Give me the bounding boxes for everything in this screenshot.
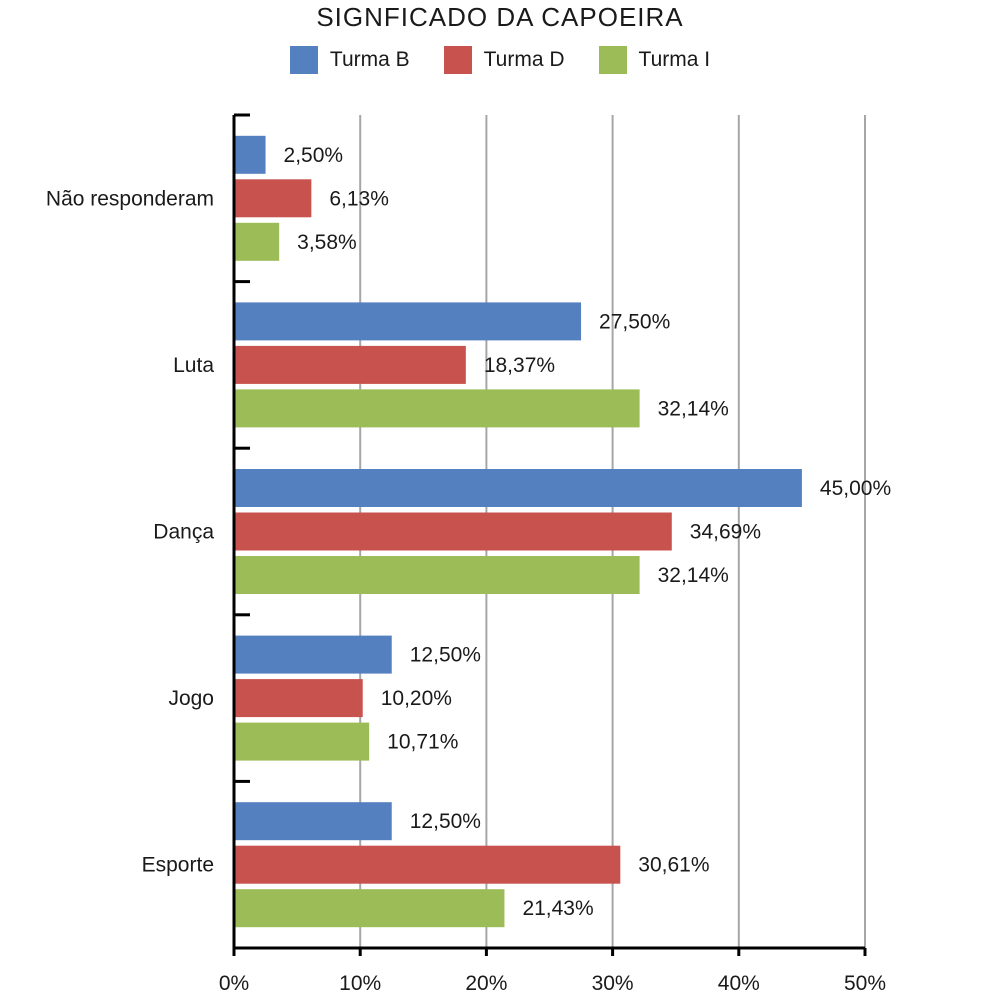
x-tick-label: 0% — [219, 972, 249, 995]
bar — [234, 389, 640, 428]
legend-swatch-turma-d — [443, 46, 472, 74]
bar — [234, 889, 505, 928]
bar — [234, 722, 370, 761]
y-tick-label: Luta — [173, 354, 214, 377]
x-tick-label: 10% — [339, 972, 381, 995]
data-label: 34,69% — [690, 521, 761, 544]
bar — [234, 345, 466, 384]
y-tick-label: Jogo — [168, 687, 214, 710]
x-tick-label: 30% — [592, 972, 634, 995]
data-label: 45,00% — [820, 477, 891, 500]
data-label: 12,50% — [410, 644, 481, 667]
bar — [234, 556, 640, 594]
y-tick-label: Não responderam — [46, 187, 214, 210]
chart-title: SIGNFICADO DA CAPOEIRA — [316, 2, 684, 32]
legend: Turma B Turma D Turma I — [0, 46, 1000, 74]
legend-item-turma-b: Turma B — [289, 46, 410, 74]
data-label: 6,13% — [329, 187, 389, 210]
bar — [234, 469, 802, 507]
data-label: 21,43% — [522, 897, 593, 920]
data-label: 10,71% — [387, 731, 458, 754]
data-label: 3,58% — [297, 231, 357, 254]
bar — [234, 802, 392, 841]
legend-swatch-turma-i — [598, 46, 627, 74]
legend-label-turma-b: Turma B — [329, 48, 410, 71]
x-tick-label: 20% — [465, 972, 507, 995]
bar — [234, 512, 672, 551]
bar — [234, 845, 621, 884]
bar — [234, 222, 280, 261]
bar — [234, 135, 266, 174]
bar — [234, 679, 363, 718]
data-label: 27,50% — [599, 310, 670, 333]
legend-label-turma-i: Turma I — [638, 48, 711, 71]
legend-item-turma-i: Turma I — [598, 46, 711, 74]
data-label: 32,14% — [658, 397, 729, 420]
y-tick-label: Esporte — [142, 854, 214, 877]
x-tick-label: 50% — [844, 972, 886, 995]
legend-item-turma-d: Turma D — [443, 46, 565, 74]
bar — [234, 179, 312, 218]
data-label: 32,14% — [658, 564, 729, 587]
bar — [234, 635, 392, 674]
data-label: 2,50% — [284, 144, 344, 167]
x-tick-label: 40% — [718, 972, 760, 995]
data-label: 30,61% — [638, 854, 709, 877]
data-label: 12,50% — [410, 810, 481, 833]
legend-label-turma-d: Turma D — [483, 48, 565, 71]
legend-swatch-turma-b — [289, 46, 318, 74]
data-label: 18,37% — [484, 354, 555, 377]
y-tick-label: Dança — [153, 521, 214, 544]
data-label: 10,20% — [381, 687, 452, 710]
bar — [234, 302, 582, 341]
